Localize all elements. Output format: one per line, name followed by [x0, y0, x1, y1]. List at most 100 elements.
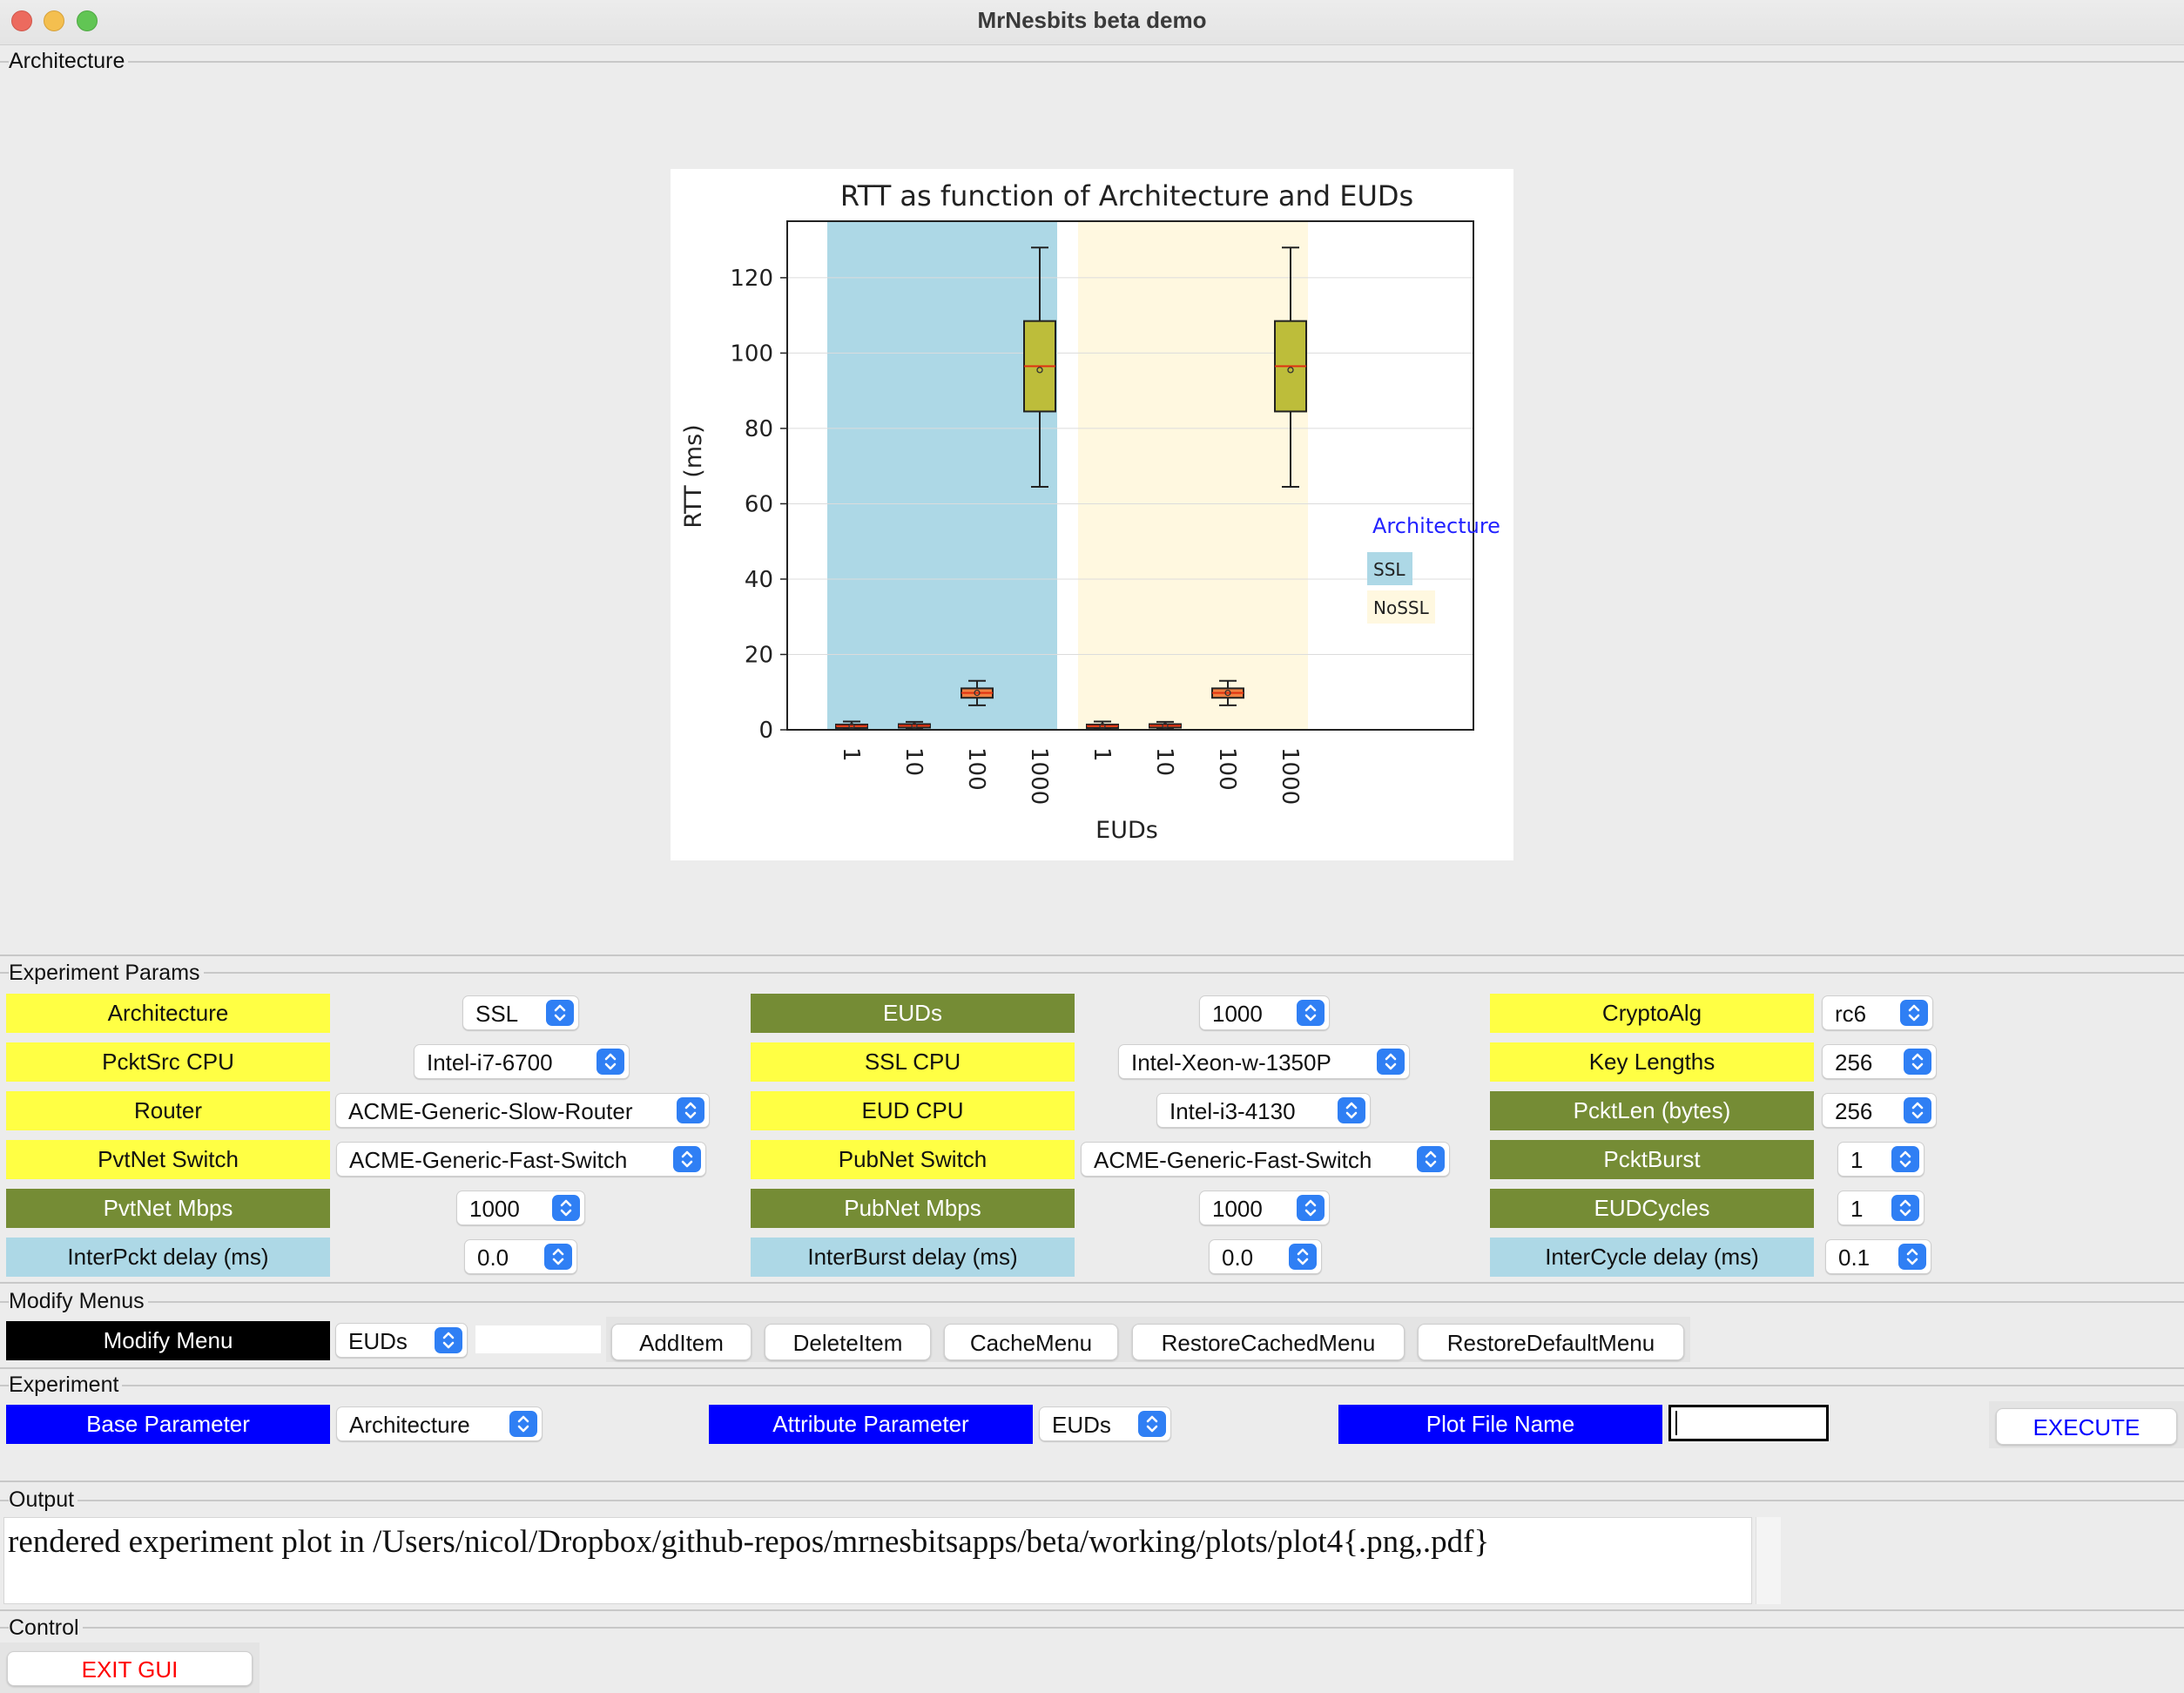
pubnet-mbps-label: PubNet Mbps [751, 1189, 1075, 1228]
output-scrollbar[interactable] [1756, 1517, 1781, 1604]
chevron-updown-icon [597, 1049, 624, 1075]
exit-gui-button[interactable]: EXIT GUI [7, 1651, 253, 1686]
pubnet-mbps-value: 1000 [1212, 1196, 1263, 1222]
router-value: ACME-Generic-Slow-Router [348, 1098, 633, 1124]
pubnet-mbps-select[interactable]: 1000 [1199, 1190, 1330, 1225]
close-window-icon[interactable] [11, 10, 32, 31]
chevron-updown-icon [544, 1244, 572, 1270]
mean-marker [1099, 723, 1106, 730]
restore-default-menu-button[interactable]: RestoreDefaultMenu [1418, 1324, 1684, 1360]
params-frame-top [0, 954, 2184, 956]
plot-file-name-input[interactable] [1668, 1405, 1829, 1441]
eudcycles-select[interactable]: 1 [1837, 1190, 1924, 1225]
cryptoalg-select[interactable]: rc6 [1822, 995, 1933, 1030]
router-select[interactable]: ACME-Generic-Slow-Router [335, 1093, 710, 1128]
params-frame-label: Experiment Params [9, 961, 204, 986]
axes-frame [786, 220, 1474, 731]
intercycle-delay-label: InterCycle delay (ms) [1490, 1238, 1814, 1277]
pcktlen-label: PcktLen (bytes) [1490, 1091, 1814, 1130]
architecture-select[interactable]: SSL [462, 995, 579, 1030]
chevron-updown-icon [1297, 1195, 1325, 1221]
params-frame-border [0, 972, 2184, 974]
interpckt-delay-value: 0.0 [477, 1244, 509, 1271]
intercycle-delay-value: 0.1 [1838, 1244, 1871, 1271]
plot-file-name-label: Plot File Name [1338, 1405, 1662, 1444]
legend-entry: NoSSL [1373, 597, 1430, 618]
y-tick-label: 100 [730, 341, 773, 367]
output-frame-label: Output [9, 1487, 78, 1513]
chart-x-axis-label: EUDs [1095, 817, 1158, 844]
chevron-updown-icon [1289, 1244, 1317, 1270]
pcktsrc-cpu-select[interactable]: Intel-i7-6700 [414, 1044, 630, 1079]
interburst-delay-label: InterBurst delay (ms) [751, 1238, 1075, 1277]
chart-y-axis-label: RTT (ms) [680, 424, 707, 528]
minimize-window-icon[interactable] [44, 10, 64, 31]
pcktburst-value: 1 [1850, 1147, 1864, 1173]
text-cursor [1675, 1411, 1677, 1435]
modify-menu-select[interactable]: EUDs [335, 1323, 468, 1358]
euds-select[interactable]: 1000 [1199, 995, 1330, 1030]
pubnet-switch-select[interactable]: ACME-Generic-Fast-Switch [1081, 1142, 1450, 1177]
chevron-updown-icon [1898, 1244, 1926, 1270]
key-lengths-select[interactable]: 256 [1822, 1044, 1937, 1079]
pvtnet-switch-label: PvtNet Switch [6, 1140, 330, 1179]
pcktburst-select[interactable]: 1 [1837, 1142, 1924, 1177]
legend-swatch-nossl [1367, 590, 1435, 624]
base-parameter-label: Base Parameter [6, 1405, 330, 1444]
y-tick-label: 60 [745, 491, 773, 517]
chart-title: RTT as function of Architecture and EUDs [840, 179, 1413, 212]
pvtnet-mbps-select[interactable]: 1000 [456, 1190, 585, 1225]
interburst-delay-select[interactable]: 0.0 [1209, 1239, 1322, 1274]
output-text-area[interactable]: rendered experiment plot in /Users/nicol… [3, 1517, 1752, 1604]
delete-item-button[interactable]: DeleteItem [765, 1324, 931, 1360]
mean-marker [974, 689, 981, 697]
mean-marker [1036, 367, 1043, 374]
pcktsrc-cpu-label: PcktSrc CPU [6, 1042, 330, 1082]
control-frame-label: Control [9, 1615, 83, 1641]
modify-frame-label: Modify Menus [9, 1289, 148, 1314]
y-tick-label: 120 [730, 266, 773, 292]
pcktsrc-cpu-value: Intel-i7-6700 [427, 1049, 553, 1076]
interpckt-delay-select[interactable]: 0.0 [464, 1239, 577, 1274]
x-tick-label: 10 [900, 747, 927, 776]
intercycle-delay-select[interactable]: 0.1 [1825, 1239, 1931, 1274]
attribute-parameter-value: EUDs [1052, 1412, 1111, 1438]
architecture-value: SSL [475, 1001, 519, 1027]
mean-marker [1287, 367, 1294, 374]
chevron-updown-icon [1904, 1097, 1931, 1123]
window-title: MrNesbits beta demo [977, 7, 1207, 33]
execute-button[interactable]: EXECUTE [1996, 1408, 2177, 1445]
mean-marker [848, 723, 855, 730]
eud-cpu-select[interactable]: Intel-i3-4130 [1156, 1093, 1371, 1128]
x-tick-label: 1 [838, 747, 864, 762]
rtt-chart: 0 20 40 60 80 100 120 1 10 100 1000 1 10 100 1000 RTT … [671, 169, 1513, 860]
chevron-updown-icon [1904, 1049, 1931, 1075]
cache-menu-button[interactable]: CacheMenu [944, 1324, 1118, 1360]
pcktlen-select[interactable]: 256 [1822, 1093, 1937, 1128]
modify-menu-entry[interactable] [475, 1325, 601, 1353]
chevron-updown-icon [546, 1000, 574, 1026]
pvtnet-switch-value: ACME-Generic-Fast-Switch [349, 1147, 628, 1173]
y-tick-label: 20 [745, 642, 773, 668]
cryptoalg-label: CryptoAlg [1490, 994, 1814, 1033]
base-parameter-select[interactable]: Architecture [336, 1406, 543, 1441]
restore-cached-menu-button[interactable]: RestoreCachedMenu [1132, 1324, 1405, 1360]
y-tick-label: 40 [745, 567, 773, 593]
x-tick-label: 10 [1151, 747, 1177, 776]
cryptoalg-value: rc6 [1835, 1001, 1867, 1027]
group-band-nossl [1078, 221, 1308, 730]
chevron-updown-icon [677, 1097, 704, 1123]
architecture-label: Architecture [6, 994, 330, 1033]
attribute-parameter-select[interactable]: EUDs [1039, 1406, 1171, 1441]
chevron-updown-icon [1338, 1097, 1365, 1123]
key-lengths-value: 256 [1835, 1049, 1873, 1076]
experiment-frame-top [0, 1367, 2184, 1369]
pvtnet-switch-select[interactable]: ACME-Generic-Fast-Switch [336, 1142, 706, 1177]
x-tick-label: 1000 [1026, 747, 1052, 805]
interburst-delay-value: 0.0 [1222, 1244, 1254, 1271]
zoom-window-icon[interactable] [77, 10, 98, 31]
x-tick-label: 1000 [1277, 747, 1303, 805]
add-item-button[interactable]: AddItem [611, 1324, 752, 1360]
ssl-cpu-select[interactable]: Intel-Xeon-w-1350P [1118, 1044, 1410, 1079]
